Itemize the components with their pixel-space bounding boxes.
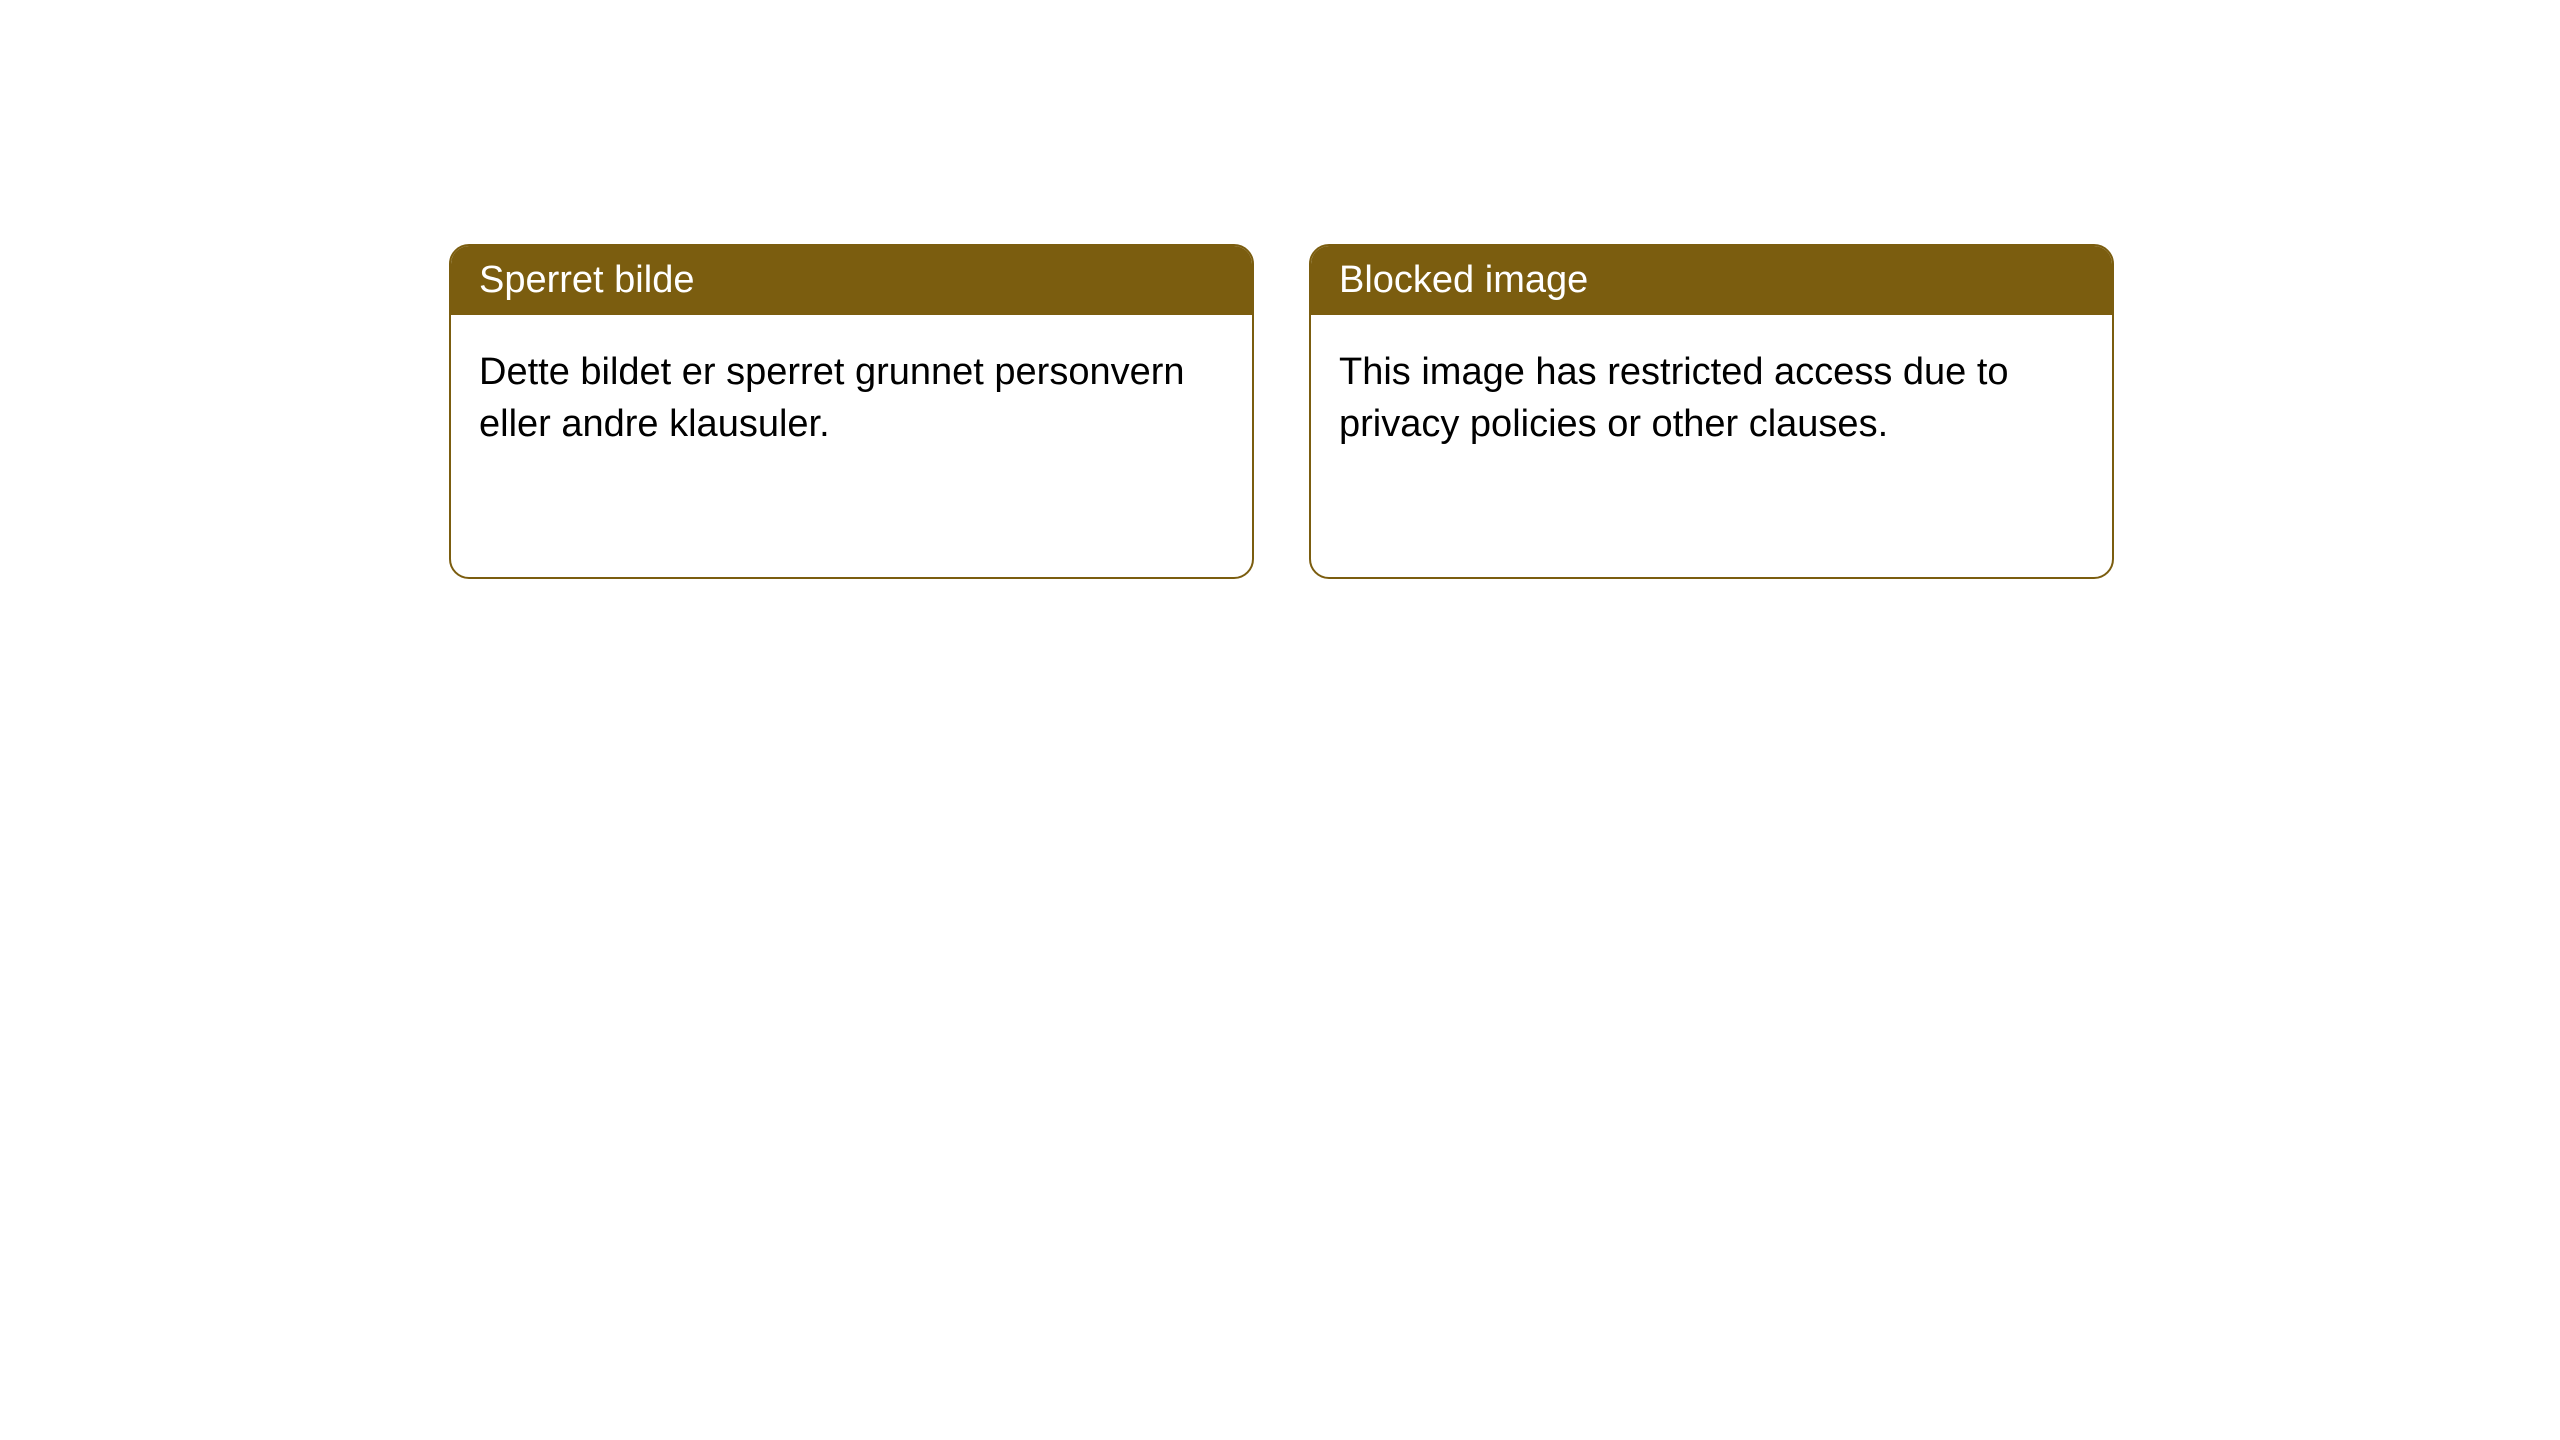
notice-header: Blocked image [1311, 246, 2112, 315]
notice-body: This image has restricted access due to … [1311, 315, 2112, 482]
notice-body: Dette bildet er sperret grunnet personve… [451, 315, 1252, 482]
notice-card-norwegian: Sperret bilde Dette bildet er sperret gr… [449, 244, 1254, 579]
notice-container: Sperret bilde Dette bildet er sperret gr… [449, 244, 2114, 579]
notice-card-english: Blocked image This image has restricted … [1309, 244, 2114, 579]
notice-header: Sperret bilde [451, 246, 1252, 315]
